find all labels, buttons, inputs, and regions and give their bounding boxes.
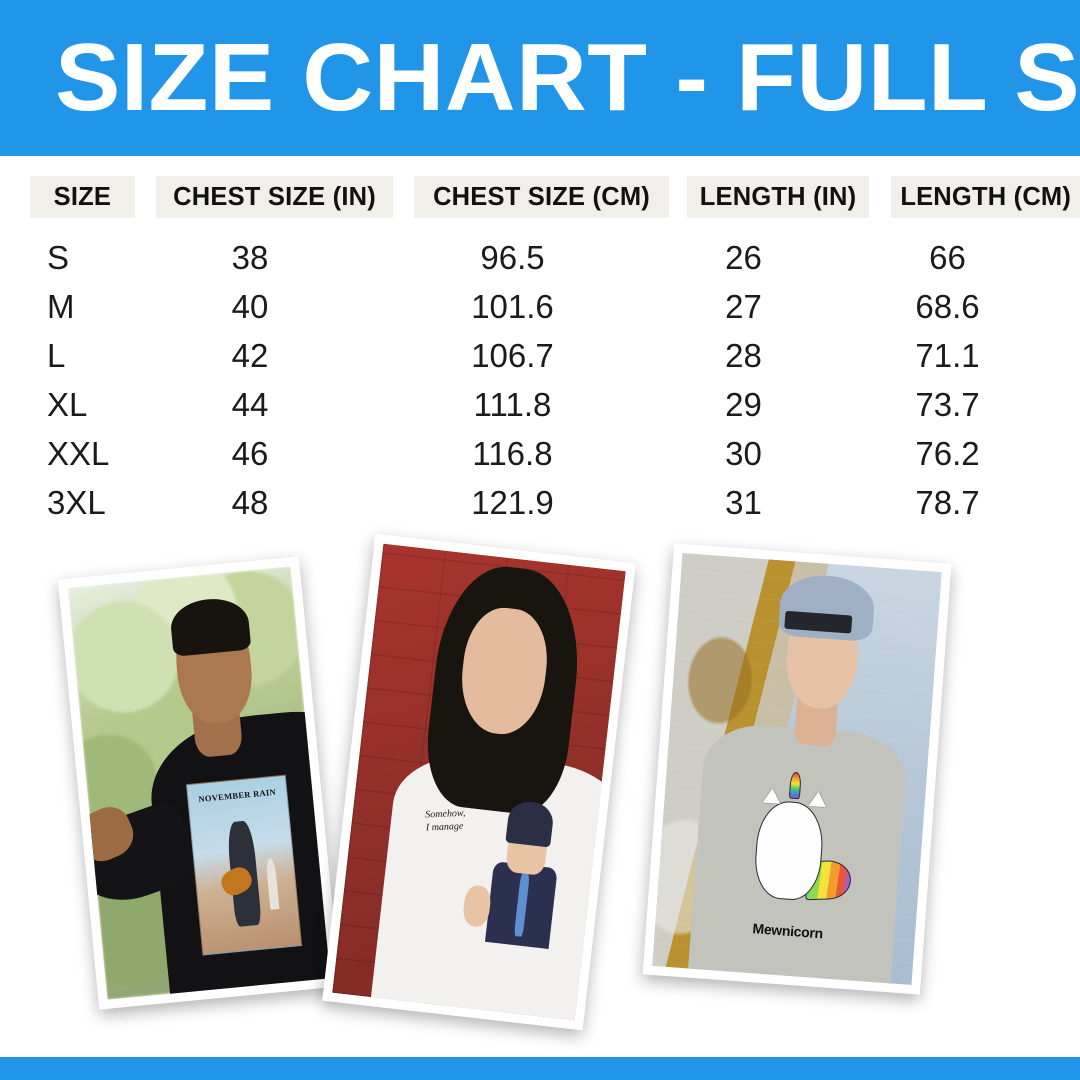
- model-photo-grey-mewnicorn: Mewnicorn: [642, 543, 952, 995]
- table-row: M 40 101.6 27 68.6: [0, 282, 1080, 331]
- model-photo-black-november-rain: NOVEMBER RAIN: [57, 556, 341, 1010]
- footer-bar: [0, 1057, 1080, 1080]
- cell-length-cm: 66: [929, 239, 966, 276]
- cell-length-in: 29: [725, 386, 762, 423]
- cell-size: XXL: [47, 435, 110, 472]
- cell-length-cm: 78.7: [915, 484, 980, 521]
- header-banner: SIZE CHART - FULL SLEEVES: [0, 0, 1080, 156]
- cell-length-in: 28: [725, 337, 762, 374]
- cell-chest-cm: 121.9: [471, 484, 554, 521]
- photo-content: Somehow, I manage: [332, 543, 626, 1021]
- cell-chest-in: 48: [231, 484, 269, 521]
- table-row: 3XL 48 121.9 31 78.7: [0, 478, 1080, 527]
- cell-chest-in: 42: [231, 337, 269, 374]
- cell-chest-in: 40: [231, 288, 269, 325]
- model-photo-strip: NOVEMBER RAIN Somehow, I manage: [0, 525, 1080, 1045]
- page-title: SIZE CHART - FULL SLEEVES: [55, 24, 1080, 131]
- shirt-print-november-rain: NOVEMBER RAIN: [185, 774, 303, 956]
- cell-length-cm: 71.1: [915, 337, 980, 374]
- cell-size: S: [47, 239, 70, 276]
- cell-chest-cm: 101.6: [471, 288, 554, 325]
- cell-length-in: 26: [725, 239, 762, 276]
- shirt-print-script-text: Somehow, I manage: [425, 806, 494, 835]
- print-title-text: NOVEMBER RAIN: [197, 786, 277, 805]
- cell-chest-cm: 111.8: [473, 386, 552, 423]
- cell-length-in: 31: [725, 484, 762, 521]
- cell-length-cm: 73.7: [915, 386, 980, 423]
- cell-size: XL: [47, 386, 88, 423]
- table-header-row: SIZE CHEST SIZE (IN) CHEST SIZE (CM) LEN…: [0, 176, 1080, 218]
- table-row: XL 44 111.8 29 73.7: [0, 380, 1080, 429]
- cell-length-cm: 76.2: [915, 435, 980, 472]
- cell-chest-cm: 106.7: [471, 337, 554, 374]
- shirt-print-mewnicorn: Mewnicorn: [734, 765, 854, 941]
- cell-chest-cm: 116.8: [472, 435, 553, 472]
- table-row: S 38 96.5 26 66: [0, 233, 1080, 282]
- table-row: XXL 46 116.8 30 76.2: [0, 429, 1080, 478]
- table-row: L 42 106.7 28 71.1: [0, 331, 1080, 380]
- print-tower-shape: [265, 858, 280, 911]
- cell-length-in: 27: [725, 288, 762, 325]
- column-header-length-cm: LENGTH (CM): [891, 176, 1080, 218]
- photo-content: NOVEMBER RAIN: [67, 566, 331, 1000]
- cell-length-cm: 68.6: [915, 288, 980, 325]
- photo-content: Mewnicorn: [652, 553, 942, 985]
- cat-ear-right-icon: [807, 790, 827, 808]
- size-chart-table: SIZE CHEST SIZE (IN) CHEST SIZE (CM) LEN…: [0, 176, 1080, 527]
- cell-chest-in: 38: [231, 239, 269, 276]
- cell-size: L: [47, 337, 66, 374]
- column-header-length-in: LENGTH (IN): [686, 176, 870, 218]
- cell-length-in: 30: [725, 435, 762, 472]
- cell-size: 3XL: [47, 484, 106, 521]
- cell-chest-in: 46: [231, 435, 269, 472]
- print-hair-shape: [505, 799, 556, 848]
- model-photo-white-somehow-i-manage: Somehow, I manage: [322, 533, 636, 1031]
- cell-size: M: [47, 288, 75, 325]
- column-header-chest-cm: CHEST SIZE (CM): [414, 176, 669, 218]
- column-header-chest-in: CHEST SIZE (IN): [155, 176, 394, 218]
- column-header-size: SIZE: [30, 176, 135, 218]
- unicorn-horn-icon: [788, 771, 802, 800]
- cell-chest-in: 44: [231, 386, 269, 423]
- cat-ear-left-icon: [762, 787, 782, 804]
- cell-chest-cm: 96.5: [480, 239, 545, 276]
